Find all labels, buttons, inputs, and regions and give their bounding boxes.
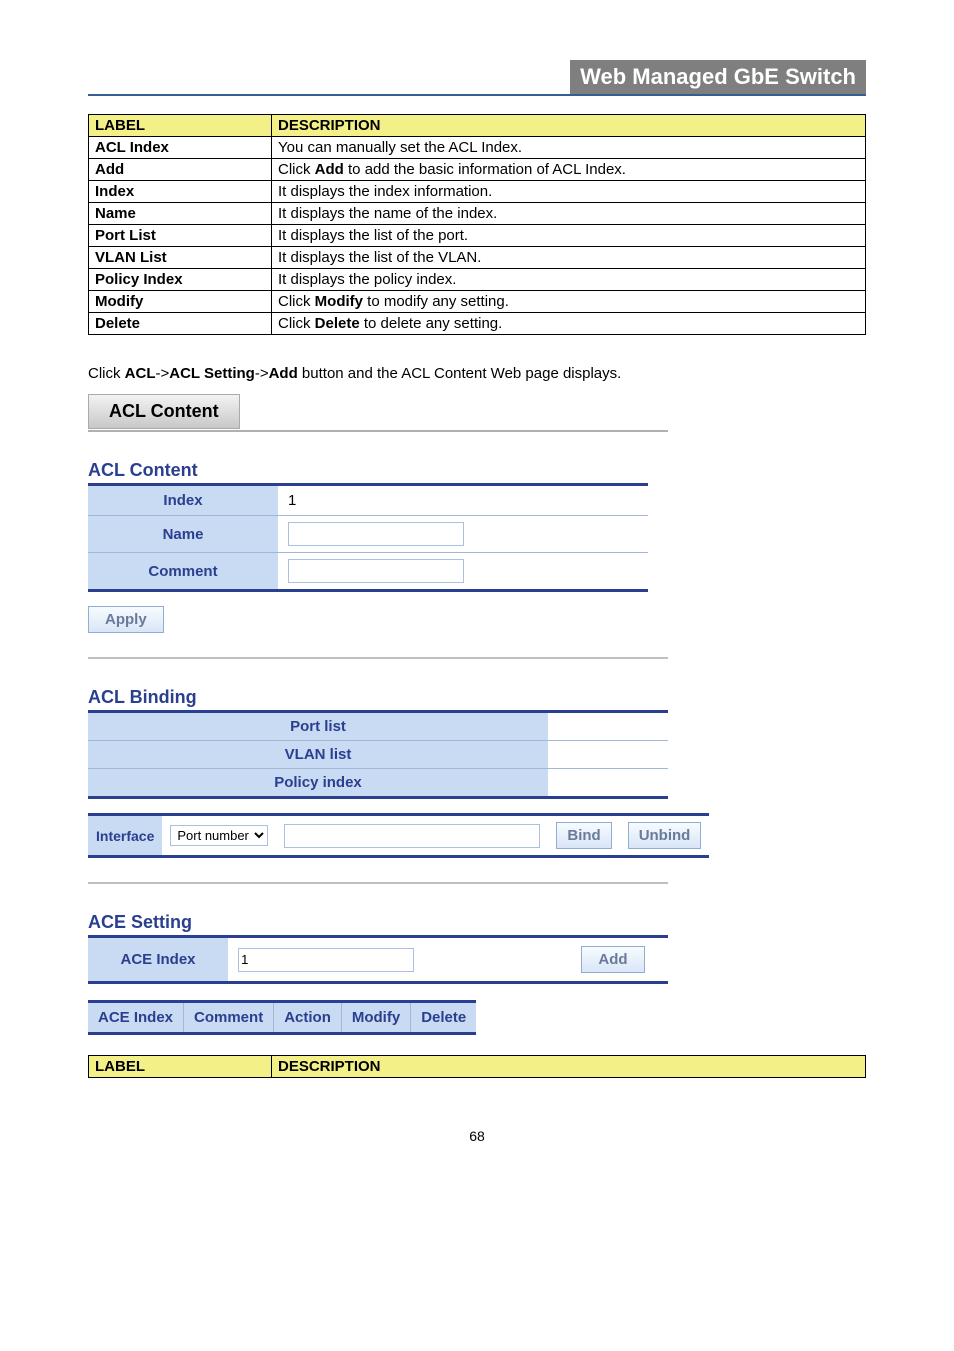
acl-content-tab-bar: ACL Content <box>88 394 668 432</box>
index-label: Index <box>88 485 278 516</box>
row-label: Port List <box>89 225 272 247</box>
table-header-desc: DESCRIPTION <box>272 115 866 137</box>
table2-header-label: LABEL <box>89 1056 272 1078</box>
row-desc: It displays the policy index. <box>272 269 866 291</box>
bind-button[interactable]: Bind <box>556 822 611 849</box>
acl-content-tab[interactable]: ACL Content <box>88 394 240 429</box>
row-desc: Click Modify to modify any setting. <box>272 291 866 313</box>
name-input[interactable] <box>288 522 464 546</box>
row-desc: Click Delete to delete any setting. <box>272 313 866 335</box>
comment-label: Comment <box>88 553 278 591</box>
row-desc: It displays the name of the index. <box>272 203 866 225</box>
unbind-button[interactable]: Unbind <box>628 822 702 849</box>
nav-text: Click ACL->ACL Setting->Add button and t… <box>88 365 866 382</box>
name-label: Name <box>88 516 278 553</box>
interface-input[interactable] <box>284 824 540 848</box>
row-desc: It displays the list of the VLAN. <box>272 247 866 269</box>
description-table-2: LABEL DESCRIPTION <box>88 1055 866 1078</box>
comment-input[interactable] <box>288 559 464 583</box>
page-header: Web Managed GbE Switch <box>88 60 866 96</box>
col-comment: Comment <box>184 1002 274 1034</box>
table-header-label: LABEL <box>89 115 272 137</box>
page-container: Web Managed GbE Switch LABEL DESCRIPTION… <box>0 0 954 1184</box>
ace-setting-title: ACE Setting <box>88 912 866 933</box>
row-label: Delete <box>89 313 272 335</box>
row-label: Add <box>89 159 272 181</box>
apply-button[interactable]: Apply <box>88 606 164 633</box>
row-label: Modify <box>89 291 272 313</box>
interface-select[interactable]: Port number <box>170 825 268 846</box>
row-label: Name <box>89 203 272 225</box>
policy-index-value <box>548 769 668 798</box>
port-list-label: Port list <box>88 712 548 741</box>
row-label: Policy Index <box>89 269 272 291</box>
acl-binding-table: Port list VLAN list Policy index <box>88 710 668 799</box>
col-delete: Delete <box>411 1002 477 1034</box>
interface-bind-row: Interface Port number Bind Unbind <box>88 813 709 858</box>
row-desc: It displays the list of the port. <box>272 225 866 247</box>
acl-binding-title: ACL Binding <box>88 687 866 708</box>
row-label: ACL Index <box>89 137 272 159</box>
policy-index-label: Policy index <box>88 769 548 798</box>
interface-label: Interface <box>88 815 162 857</box>
port-list-value <box>548 712 668 741</box>
col-modify: Modify <box>341 1002 410 1034</box>
acl-content-title: ACL Content <box>88 460 866 481</box>
description-table-1: LABEL DESCRIPTION ACL IndexYou can manua… <box>88 114 866 335</box>
acl-content-form: Index 1 Name Comment <box>88 483 648 592</box>
ace-index-label: ACE Index <box>88 937 228 983</box>
vlan-list-value <box>548 741 668 769</box>
col-ace-index: ACE Index <box>88 1002 184 1034</box>
add-button[interactable]: Add <box>581 946 644 973</box>
ace-index-row: ACE Index Add <box>88 935 668 984</box>
ace-index-input[interactable] <box>238 948 414 972</box>
page-number: 68 <box>88 1128 866 1144</box>
row-desc: You can manually set the ACL Index. <box>272 137 866 159</box>
row-label: Index <box>89 181 272 203</box>
index-value: 1 <box>278 485 648 516</box>
header-title: Web Managed GbE Switch <box>570 60 866 94</box>
table2-header-desc: DESCRIPTION <box>272 1056 866 1078</box>
divider <box>88 882 668 884</box>
divider <box>88 657 668 659</box>
row-desc: Click Add to add the basic information o… <box>272 159 866 181</box>
row-desc: It displays the index information. <box>272 181 866 203</box>
col-action: Action <box>274 1002 342 1034</box>
ace-columns-header: ACE Index Comment Action Modify Delete <box>88 1000 476 1035</box>
vlan-list-label: VLAN list <box>88 741 548 769</box>
row-label: VLAN List <box>89 247 272 269</box>
